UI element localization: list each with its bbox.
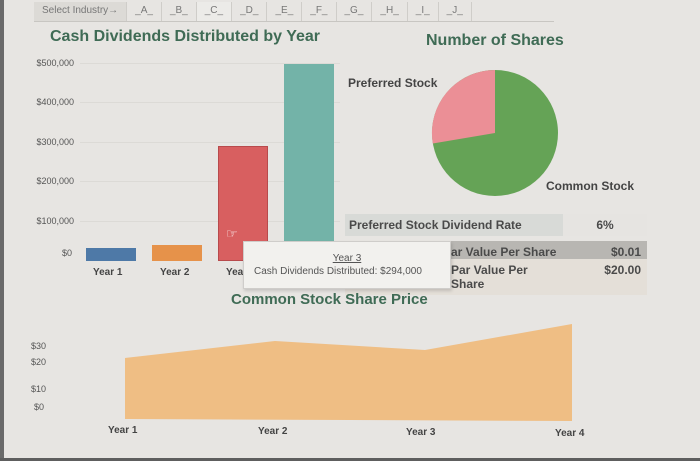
gridline	[80, 181, 340, 182]
tab-f[interactable]: _F_	[302, 2, 337, 21]
price-x-label-year-3: Year 3	[406, 427, 436, 438]
window-frame-bottom	[0, 458, 700, 461]
window-frame-left	[0, 0, 4, 461]
share-price-area-chart[interactable]	[0, 300, 700, 430]
price-y-tick-20: $20	[30, 357, 46, 367]
dividends-chart-title: Cash Dividends Distributed by Year	[50, 28, 321, 45]
gridline	[80, 221, 340, 222]
tab-select-industry[interactable]: Select Industry→	[34, 2, 128, 21]
info-value: $0.01	[610, 245, 641, 259]
x-label-year-3-partial: Yea	[226, 267, 244, 278]
price-x-label-year-1: Year 1	[108, 425, 138, 436]
tab-d[interactable]: _D_	[232, 2, 268, 21]
tab-j[interactable]: _J_	[439, 2, 472, 21]
info-row-dividend-rate: Preferred Stock Dividend Rate 6%	[345, 214, 647, 236]
bar-year-1[interactable]	[86, 248, 136, 261]
info-label: Preferred Stock Dividend Rate	[349, 218, 522, 232]
pie-slice-preferred[interactable]	[431, 69, 495, 144]
tooltip-body: Cash Dividends Distributed: $294,000	[254, 266, 422, 277]
common-stock-label: Common Stock	[546, 179, 635, 193]
shares-chart-title: Number of Shares	[426, 32, 564, 49]
y-tick-500000: $500,000	[36, 58, 74, 68]
x-label-year-2: Year 2	[160, 267, 190, 278]
price-x-label-year-4: Year 4	[555, 428, 585, 439]
tab-h[interactable]: _H_	[372, 2, 408, 21]
share-price-area[interactable]	[125, 324, 572, 421]
price-y-tick-30: $30	[30, 341, 46, 351]
bar-year-2[interactable]	[152, 245, 202, 261]
y-tick-400000: $400,000	[36, 97, 74, 107]
y-tick-200000: $200,000	[36, 176, 74, 186]
share-price-chart-title: Common Stock Share Price	[231, 291, 428, 308]
price-x-label-year-2: Year 2	[258, 426, 288, 437]
y-tick-0: $0	[61, 248, 72, 258]
bar-tooltip: Year 3 Cash Dividends Distributed: $294,…	[243, 241, 451, 289]
price-y-tick-10: $10	[30, 384, 46, 394]
tooltip-title: Year 3	[332, 253, 362, 264]
info-value: 6%	[563, 214, 647, 236]
gridline	[80, 63, 340, 64]
tab-c[interactable]: _C_	[196, 2, 233, 21]
tab-i[interactable]: _I_	[408, 2, 439, 21]
industry-tabs: Select Industry→ _A_ _B_ _C_ _D_ _E_ _F_…	[34, 2, 554, 22]
x-label-year-1: Year 1	[93, 267, 123, 278]
gridline	[80, 142, 340, 143]
info-label: Par Value Per Share	[451, 263, 528, 291]
y-tick-300000: $300,000	[36, 137, 74, 147]
bar-year-4[interactable]	[284, 64, 334, 261]
tab-a[interactable]: _A_	[127, 2, 162, 21]
hand-cursor-icon: ☞	[226, 226, 238, 241]
tab-e[interactable]: _E_	[267, 2, 303, 21]
gridline	[80, 102, 340, 103]
shares-pie-chart[interactable]	[430, 68, 560, 198]
preferred-stock-label: Preferred Stock	[348, 76, 438, 90]
price-y-tick-0: $0	[33, 402, 44, 412]
tab-g[interactable]: _G_	[337, 2, 373, 21]
info-label: ar Value Per Share	[451, 245, 557, 259]
tab-b[interactable]: _B_	[162, 2, 197, 21]
info-value: $20.00	[604, 263, 641, 277]
y-tick-100000: $100,000	[36, 216, 74, 226]
